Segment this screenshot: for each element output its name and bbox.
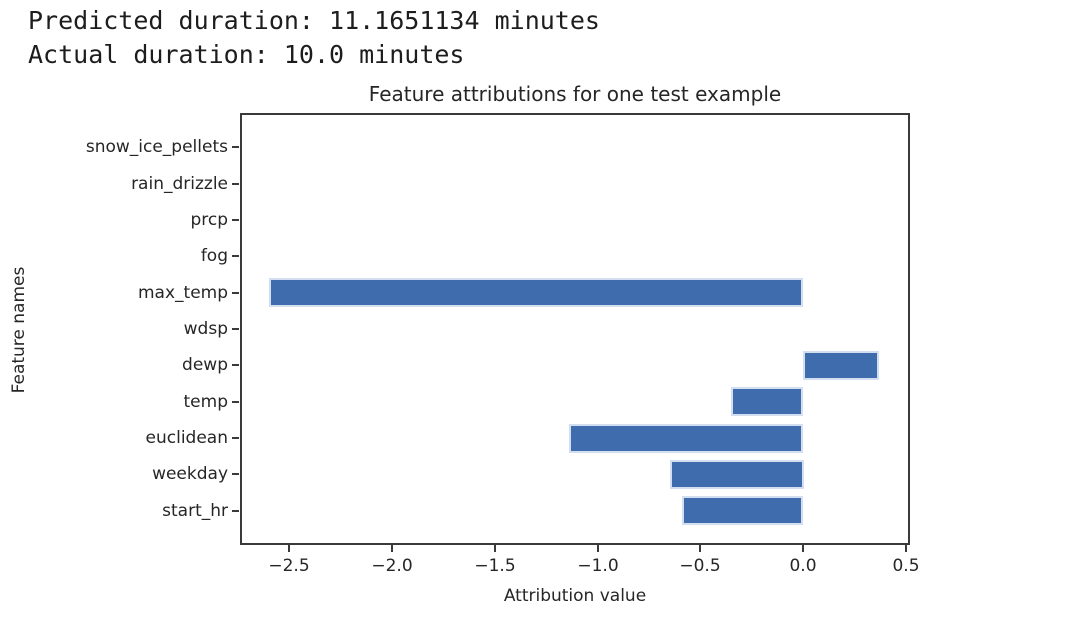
bar-temp <box>731 387 803 416</box>
x-tick-label: −1.0 <box>577 556 619 576</box>
x-tick-mark <box>699 545 701 552</box>
x-tick-label: −2.0 <box>371 556 413 576</box>
bar-start_hr <box>682 496 803 525</box>
y-tick-mark <box>232 509 239 512</box>
bar-max_temp <box>269 278 803 307</box>
y-tick-label: max_temp <box>137 282 228 303</box>
y-tick-label: temp <box>183 391 228 412</box>
y-tick-mark <box>232 255 239 258</box>
y-tick-mark <box>232 364 239 367</box>
y-tick-label: euclidean <box>145 428 228 449</box>
y-tick-mark <box>232 182 239 185</box>
plot-area <box>240 113 910 545</box>
y-tick-label: weekday <box>152 464 228 485</box>
y-tick-mark <box>232 473 239 476</box>
actual-duration-text: Actual duration: 10.0 minutes <box>28 40 465 69</box>
y-axis-label: Feature names <box>9 266 29 394</box>
y-tick-mark <box>232 218 239 221</box>
y-tick-label: prcp <box>190 209 228 230</box>
chart-title: Feature attributions for one test exampl… <box>368 82 782 106</box>
x-tick-label: 0.0 <box>789 556 817 576</box>
x-tick-mark <box>288 545 290 552</box>
x-tick-mark <box>802 545 804 552</box>
x-tick-mark <box>494 545 496 552</box>
y-tick-label: snow_ice_pellets <box>85 137 228 158</box>
x-tick-label: 0.5 <box>892 556 920 576</box>
bar-euclidean <box>569 424 803 453</box>
y-tick-mark <box>232 437 239 440</box>
y-tick-mark <box>232 400 239 403</box>
x-axis-label: Attribution value <box>503 586 647 606</box>
predicted-duration-text: Predicted duration: 11.1651134 minutes <box>28 6 600 35</box>
x-tick-mark <box>391 545 393 552</box>
y-tick-label: start_hr <box>162 500 228 521</box>
y-tick-label: rain_drizzle <box>131 173 228 194</box>
duration-output-text: Predicted duration: 11.1651134 minutes Ac… <box>28 4 600 72</box>
bar-weekday <box>670 460 804 489</box>
x-tick-label: −1.5 <box>474 556 516 576</box>
x-tick-label: −0.5 <box>679 556 721 576</box>
x-tick-mark <box>905 545 907 552</box>
x-tick-mark <box>597 545 599 552</box>
y-tick-label: wdsp <box>183 319 228 339</box>
y-tick-mark <box>232 146 239 149</box>
y-tick-mark <box>232 291 239 294</box>
y-tick-mark <box>232 328 239 330</box>
y-tick-label: dewp <box>182 355 228 376</box>
y-tick-label: fog <box>200 246 228 267</box>
bar-dewp <box>803 351 879 380</box>
x-tick-label: −2.5 <box>268 556 310 576</box>
